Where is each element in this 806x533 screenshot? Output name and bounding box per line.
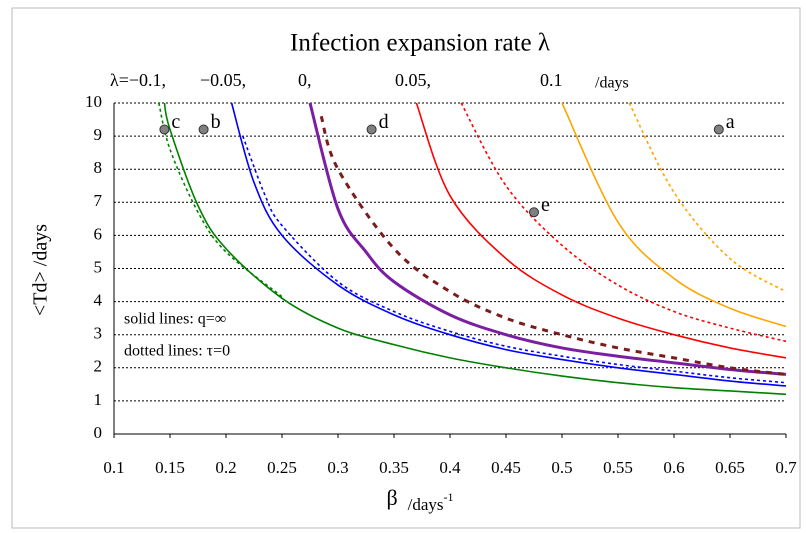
point-label: e xyxy=(541,194,550,216)
lambda-label: −0.05, xyxy=(200,70,246,90)
point-label: a xyxy=(726,111,735,133)
dotted-curve xyxy=(242,135,787,384)
x-tick-label: 0.15 xyxy=(155,458,185,477)
point-label: d xyxy=(379,111,389,133)
dotted-curve xyxy=(158,102,283,298)
x-tick-label: 0.3 xyxy=(327,458,348,477)
lambda-label: λ=−0.1, xyxy=(110,70,166,90)
annotation: dotted lines: τ=0 xyxy=(124,343,230,360)
lambda-label: 0.1 xyxy=(540,70,563,90)
point xyxy=(713,124,724,135)
y-tick-label: 6 xyxy=(94,224,103,243)
y-axis-label: <Td> /days xyxy=(30,224,52,316)
y-tick-label: 10 xyxy=(85,92,102,111)
y-tick-label: 9 xyxy=(94,125,103,144)
point xyxy=(529,207,539,218)
annotation: solid lines: q=∞ xyxy=(124,311,226,328)
dotted-curve xyxy=(319,115,787,376)
y-tick-label: 8 xyxy=(94,158,103,177)
point xyxy=(366,124,377,135)
x-axis-label: β/days-1 xyxy=(386,485,453,514)
point xyxy=(198,124,209,135)
lambda-unit: /days xyxy=(595,75,629,92)
x-tick-label: 0.1 xyxy=(103,458,124,477)
solid-curve xyxy=(230,102,787,387)
chart-title: Infection expansion rate λ xyxy=(290,30,550,57)
dotted-curve xyxy=(628,102,787,293)
point xyxy=(159,124,170,135)
x-tick-label: 0.45 xyxy=(491,458,521,477)
x-tick-label: 0.65 xyxy=(715,458,745,477)
x-tick-label: 0.7 xyxy=(775,458,797,477)
dotted-curve xyxy=(460,102,787,343)
x-axis-unit: /days xyxy=(408,495,444,514)
solid-curve xyxy=(415,102,787,359)
x-tick-label: 0.25 xyxy=(267,458,297,477)
x-tick-label: 0.4 xyxy=(439,458,461,477)
frame xyxy=(11,7,801,529)
y-tick-label: 0 xyxy=(94,423,103,442)
solid-curve xyxy=(308,102,787,376)
x-tick-label: 0.5 xyxy=(551,458,572,477)
solid-curve xyxy=(163,102,787,396)
y-tick-label: 1 xyxy=(94,390,103,409)
x-tick-label: 0.6 xyxy=(663,458,684,477)
point-label: b xyxy=(211,111,221,133)
y-tick-label: 7 xyxy=(94,191,103,210)
y-tick-label: 3 xyxy=(94,324,103,343)
y-tick-label: 4 xyxy=(94,291,103,310)
x-tick-label: 0.55 xyxy=(603,458,633,477)
x-tick-label: 0.2 xyxy=(215,458,236,477)
y-tick-label: 5 xyxy=(94,257,103,276)
x-tick-label: 0.35 xyxy=(379,458,409,477)
point-label: c xyxy=(171,111,180,133)
y-tick-label: 2 xyxy=(94,357,103,376)
x-axis-sup: -1 xyxy=(444,490,454,504)
lambda-label: 0.05, xyxy=(395,70,431,90)
lambda-label: 0, xyxy=(298,70,312,90)
x-axis-symbol: β xyxy=(386,485,397,510)
solid-curve xyxy=(561,102,787,328)
